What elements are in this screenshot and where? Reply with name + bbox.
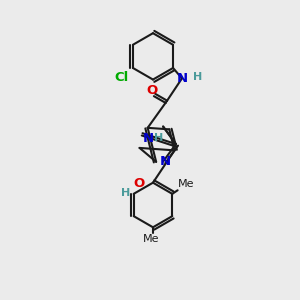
Text: H: H xyxy=(193,72,203,82)
Text: Cl: Cl xyxy=(114,71,128,84)
Text: N: N xyxy=(143,132,154,145)
Text: O: O xyxy=(146,84,157,97)
Text: N: N xyxy=(176,72,188,85)
Text: Me: Me xyxy=(178,179,195,189)
Text: H: H xyxy=(121,188,130,198)
Text: O: O xyxy=(134,177,145,190)
Text: Me: Me xyxy=(143,234,160,244)
Text: N: N xyxy=(160,155,171,168)
Text: H: H xyxy=(154,133,164,142)
